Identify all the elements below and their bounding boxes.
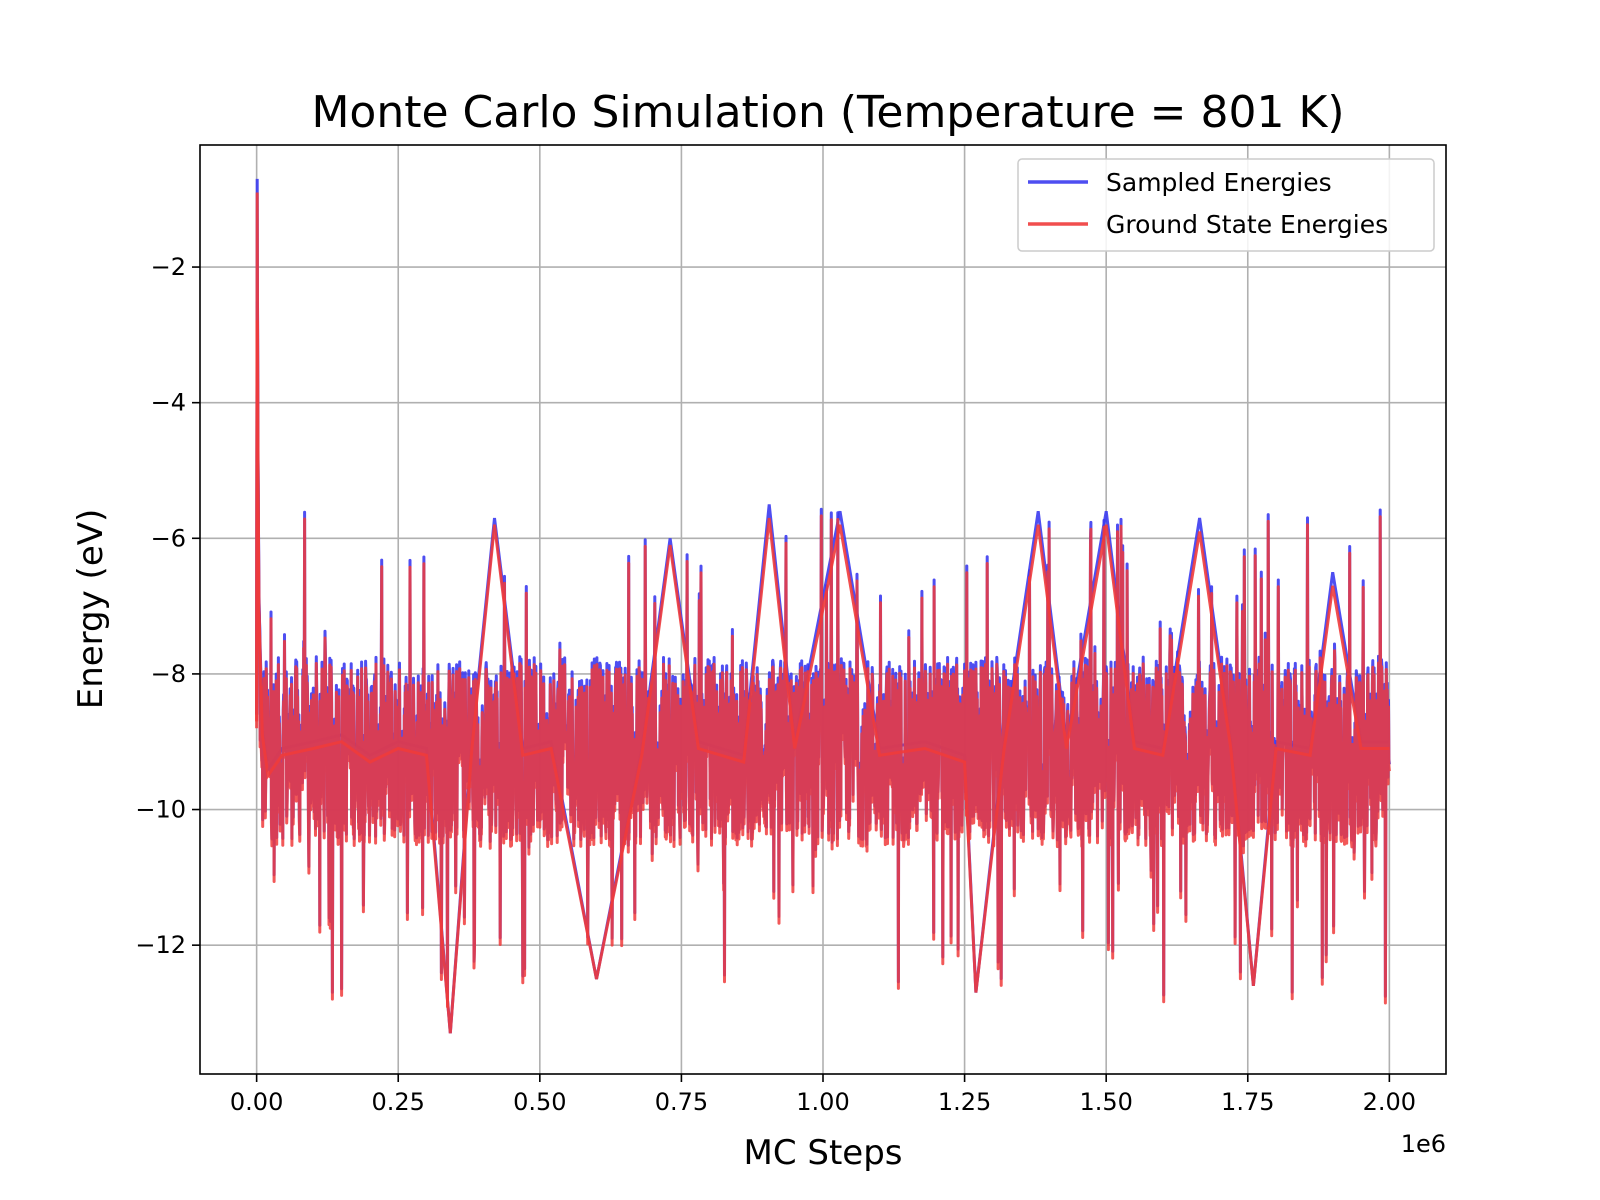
legend-label-ground-state: Ground State Energies xyxy=(1106,210,1388,239)
x-offset-label: 1e6 xyxy=(1401,1130,1446,1158)
y-tick-label: −10 xyxy=(135,796,186,824)
data-layer xyxy=(255,178,1391,1034)
x-axis-label: MC Steps xyxy=(743,1133,902,1173)
x-tick-label: 1.00 xyxy=(796,1088,849,1116)
y-tick-label: −8 xyxy=(151,660,186,688)
legend-label-sampled: Sampled Energies xyxy=(1106,168,1332,197)
x-tick-label: 0.75 xyxy=(655,1088,708,1116)
x-tick-label: 0.50 xyxy=(513,1088,566,1116)
y-tick-label: −2 xyxy=(151,253,186,281)
y-tick-label: −6 xyxy=(151,524,186,552)
chart-title: Monte Carlo Simulation (Temperature = 80… xyxy=(311,87,1344,138)
tick-layer: 0.00 0.25 0.50 0.75 1.00 1.25 1.50 1.75 2.00 −2 −4… xyxy=(135,253,1416,1116)
y-axis-label: Energy (eV) xyxy=(71,509,111,710)
legend: Sampled Energies Ground State Energies xyxy=(1017,158,1435,252)
x-tick-label: 1.50 xyxy=(1079,1088,1132,1116)
x-tick-label: 0.25 xyxy=(372,1088,425,1116)
series-trace-1 xyxy=(255,319,1391,1009)
y-tick-label: −12 xyxy=(135,931,186,959)
x-tick-label: 0.00 xyxy=(230,1088,283,1116)
x-tick-label: 2.00 xyxy=(1363,1088,1416,1116)
x-tick-label: 1.25 xyxy=(938,1088,991,1116)
y-tick-label: −4 xyxy=(151,389,186,417)
series-line-1 xyxy=(255,192,1390,1034)
x-tick-label: 1.75 xyxy=(1221,1088,1274,1116)
legend-box xyxy=(1017,158,1435,252)
